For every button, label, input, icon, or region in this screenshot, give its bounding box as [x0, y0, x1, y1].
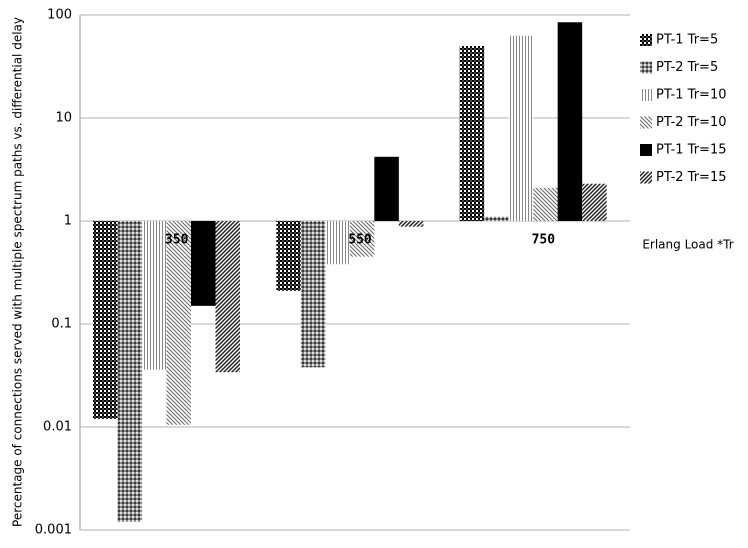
bar	[142, 221, 167, 370]
bar	[508, 35, 534, 221]
x-tick-label: 550	[348, 233, 372, 248]
legend-swatch	[640, 144, 652, 156]
y-axis-title: Percentage of connections served with mu…	[11, 17, 25, 527]
y-tick-label: 0.001	[35, 523, 72, 538]
legend-label: PT-1 Tr=5	[656, 33, 718, 48]
x-tick-label: 350	[165, 233, 189, 248]
bar	[117, 221, 142, 522]
bar	[398, 221, 424, 227]
x-tick-label: 750	[532, 233, 556, 248]
bar	[191, 221, 216, 306]
bar	[459, 46, 485, 221]
bar	[325, 221, 350, 265]
bar	[300, 221, 326, 368]
y-tick-label: 100	[47, 8, 72, 23]
bar	[215, 221, 240, 373]
legend-swatch	[640, 34, 652, 46]
legend-swatch	[640, 89, 652, 101]
bar	[374, 156, 399, 221]
legend-swatch	[640, 61, 652, 74]
legend-swatch	[640, 171, 652, 184]
bar	[166, 221, 191, 425]
bar	[484, 216, 509, 221]
legend-label: PT-2 Tr=10	[656, 115, 727, 130]
legend-label: PT-2 Tr=15	[656, 170, 727, 185]
bar	[93, 221, 118, 419]
bar	[349, 221, 375, 257]
bar	[276, 221, 301, 291]
bar	[582, 183, 607, 221]
legend-swatch	[640, 116, 652, 129]
y-tick-label: 0.1	[51, 317, 72, 332]
bar	[533, 187, 558, 221]
y-tick-label: 0.01	[43, 420, 72, 435]
bar	[557, 22, 583, 221]
x-axis-title: Erlang Load *Tr	[642, 238, 733, 252]
y-tick-label: 10	[55, 111, 72, 126]
y-tick-label: 1	[64, 214, 72, 229]
legend-label: PT-1 Tr=15	[656, 143, 727, 158]
legend-label: PT-2 Tr=5	[656, 60, 718, 75]
legend-label: PT-1 Tr=10	[656, 88, 727, 103]
